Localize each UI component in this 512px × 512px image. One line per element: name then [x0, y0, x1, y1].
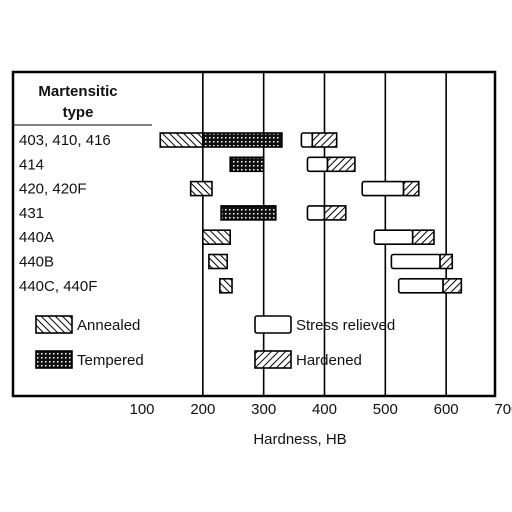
bar-stress-relieved-440c-440f: [397, 277, 444, 294]
category-label-431: 431: [19, 205, 44, 222]
bar-annealed-403-410-416: [159, 132, 204, 148]
category-label-440b: 440B: [19, 254, 54, 271]
category-label-403-410-416: 403, 410, 416: [19, 132, 111, 149]
bar-stress-relieved-431: [306, 205, 326, 221]
x-tick-label-500: 500: [373, 401, 398, 418]
x-tick-label-300: 300: [251, 401, 276, 418]
x-tick-label-400: 400: [312, 401, 337, 418]
legend: Annealed Stress relieved Tempered Hardened: [35, 315, 395, 369]
bar-annealed-420-420f: [189, 180, 213, 197]
legend-label-stress-relieved: Stress relieved: [296, 317, 395, 334]
legend-swatch-hardened: [254, 350, 292, 369]
row-header-line-2: type: [63, 104, 94, 121]
x-tick-label-600: 600: [434, 401, 459, 418]
plot-frame: [11, 70, 497, 398]
legend-label-tempered: Tempered: [77, 352, 144, 369]
x-tick-label-200: 200: [190, 401, 215, 418]
x-axis-title: Hardness, HB: [253, 431, 346, 448]
category-label-414: 414: [19, 156, 44, 173]
bar-annealed-440a: [202, 229, 232, 245]
legend-swatch-stress-relieved: [254, 315, 292, 334]
bar-annealed-440b: [208, 253, 228, 270]
bar-tempered-431: [220, 205, 277, 221]
bar-stress-relieved-440b: [390, 253, 441, 270]
bar-stress-relieved-420-420f: [361, 180, 405, 197]
category-labels: 403, 410, 416 414 420, 420F 431 440A 440B 440C…: [19, 132, 111, 295]
category-label-440c-440f: 440C, 440F: [19, 278, 97, 295]
legend-label-hardened: Hardened: [296, 352, 362, 369]
bar-hardened-414: [326, 156, 356, 173]
bar-tempered-403-410-416: [202, 132, 283, 148]
x-tick-label-100: 100: [129, 401, 154, 418]
category-label-420-420f: 420, 420F: [19, 181, 87, 198]
legend-label-annealed: Annealed: [77, 317, 140, 334]
row-header-line-1: Martensitic: [38, 83, 117, 100]
bar-hardened-440a: [411, 229, 435, 245]
bar-annealed-440c-440f: [219, 277, 233, 294]
bar-tempered-414: [229, 156, 265, 173]
bar-hardened-431: [323, 205, 347, 221]
grid-lines: [202, 72, 447, 396]
legend-swatch-tempered: [35, 350, 73, 369]
bar-hardened-440c-440f: [442, 277, 463, 294]
bar-hardened-403-410-416: [311, 132, 338, 148]
bar-stress-relieved-440a: [373, 229, 414, 245]
x-tick-label-700: 700: [494, 401, 512, 418]
x-tick-labels: 100 200 300 400 500 600 700: [129, 401, 512, 418]
bar-stress-relieved-414: [306, 156, 329, 173]
legend-swatch-annealed: [35, 315, 73, 334]
bar-stress-relieved-403-410-416: [300, 132, 314, 148]
bar-hardened-440b: [439, 253, 454, 270]
range-bars: [159, 132, 463, 294]
category-label-440a: 440A: [19, 229, 54, 246]
bar-hardened-420-420f: [402, 180, 420, 197]
